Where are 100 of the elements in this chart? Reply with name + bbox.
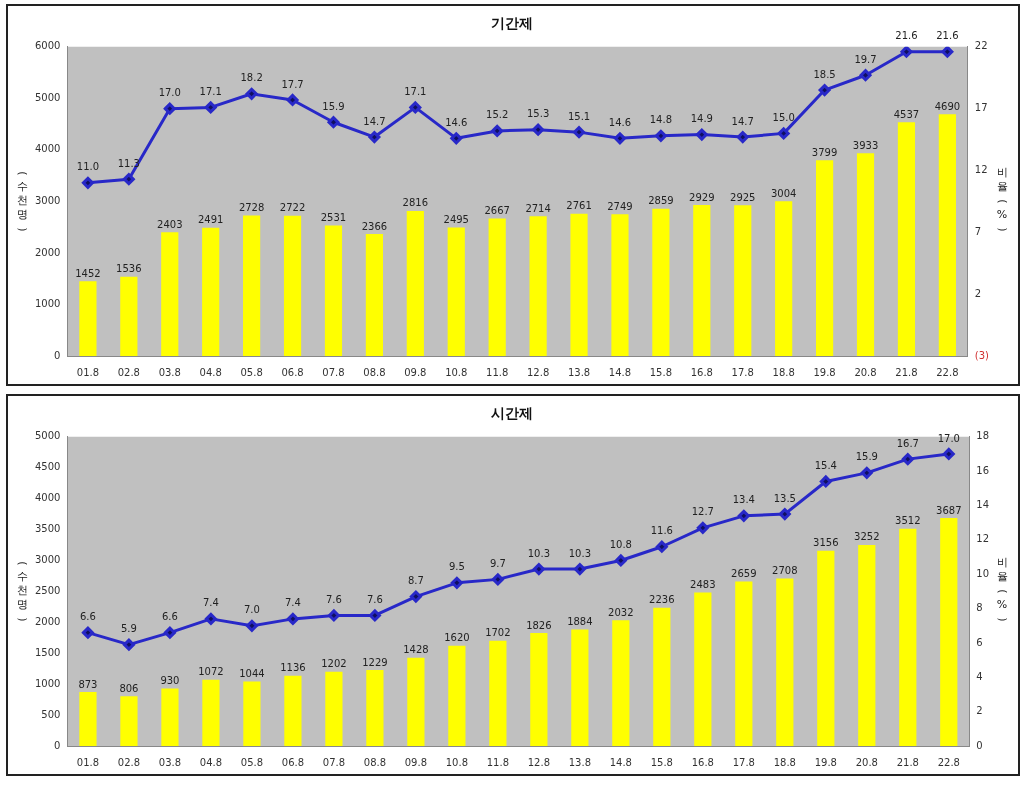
x-tick-label: 07.8 [322, 756, 346, 768]
x-tick-label: 21.8 [895, 366, 918, 378]
x-tick-label: 05.8 [240, 756, 264, 768]
point [122, 638, 135, 651]
bar [202, 227, 220, 356]
data-label: 17.0 [158, 87, 181, 99]
y-tick-label: 5000 [35, 91, 61, 103]
bar [324, 225, 343, 356]
bar [529, 216, 547, 356]
data-label: 4537 [893, 108, 920, 120]
y-tick-label: 3500 [35, 523, 61, 535]
point [327, 609, 340, 622]
x-tick-label: 12.8 [527, 756, 550, 768]
data-label: 10.8 [609, 539, 632, 551]
data-label: 7.6 [325, 594, 342, 606]
point [491, 573, 504, 586]
data-label: 9.5 [448, 561, 465, 573]
y2-tick-label: 8 [976, 602, 983, 614]
y-tick-label: 3000 [35, 554, 61, 566]
y-tick-label: 1500 [35, 646, 61, 658]
data-label: 2032 [608, 606, 634, 618]
bar [776, 578, 794, 746]
bar [571, 629, 589, 746]
data-label: 14.7 [363, 115, 386, 127]
x-tick-label: 11.8 [486, 756, 509, 768]
data-label: 15.9 [322, 100, 345, 112]
x-tick-label: 20.8 [855, 756, 878, 768]
point [819, 475, 832, 488]
bar [899, 528, 917, 746]
x-tick-label: 22.8 [936, 366, 959, 378]
data-label: 14.6 [445, 116, 468, 128]
data-label: 3512 [895, 515, 921, 527]
data-label: 18.5 [813, 68, 836, 80]
bar [734, 205, 752, 356]
data-label: 2366 [361, 220, 388, 232]
y-tick-label: 500 [41, 708, 61, 720]
data-label: 17.7 [281, 78, 304, 90]
point [737, 509, 750, 522]
bar [325, 671, 343, 746]
point [450, 132, 463, 145]
point [204, 101, 217, 114]
data-label: 7.6 [366, 594, 383, 606]
bar [366, 670, 384, 746]
chart-title: 시간제 [491, 405, 533, 422]
data-label: 3687 [936, 504, 962, 516]
point [491, 124, 504, 137]
data-label: 2531 [320, 212, 347, 224]
y2-tick-label: 10 [976, 567, 990, 579]
data-label: 11.6 [650, 525, 673, 537]
bar [120, 696, 138, 746]
x-tick-label: 06.8 [281, 366, 304, 378]
point [818, 84, 831, 97]
bar [693, 205, 711, 356]
x-tick-label: 18.8 [772, 366, 795, 378]
y-tick-label: 5000 [35, 430, 61, 442]
x-tick-label: 14.8 [609, 756, 632, 768]
y2-tick-label: 18 [976, 430, 990, 442]
point [859, 69, 872, 82]
data-label: 10.3 [527, 547, 550, 559]
point [942, 447, 955, 460]
y-tick-label: 2500 [35, 584, 61, 596]
y-tick-label: 0 [54, 739, 61, 751]
x-tick-label: 10.8 [445, 756, 469, 768]
point [777, 127, 790, 140]
data-label: 15.3 [526, 108, 550, 120]
bar [283, 215, 302, 356]
bar [284, 675, 302, 746]
y2-tick-label: 2 [974, 287, 982, 299]
data-label: 14.7 [731, 115, 754, 127]
data-label: 1229 [362, 656, 388, 668]
x-tick-label: 01.8 [76, 366, 100, 378]
x-tick-label: 11.8 [486, 366, 509, 378]
bar [447, 227, 465, 356]
data-label: 1452 [75, 267, 101, 279]
y-tick-label: 6000 [35, 40, 61, 52]
point [286, 93, 299, 106]
x-tick-label: 09.8 [404, 756, 428, 768]
y2-tick-label: 17 [974, 102, 988, 114]
y2-tick-label: 12 [976, 533, 990, 545]
data-label: 2483 [690, 579, 716, 591]
x-tick-label: 16.8 [690, 366, 713, 378]
data-label: 15.2 [486, 109, 509, 121]
data-label: 2403 [157, 218, 183, 230]
x-tick-label: 19.8 [813, 366, 836, 378]
bar [611, 214, 629, 356]
point [286, 612, 299, 625]
point [81, 176, 94, 189]
point [409, 101, 422, 114]
bar [243, 215, 261, 356]
x-tick-label: 20.8 [854, 366, 877, 378]
y2-tick-label: 2 [976, 705, 983, 717]
bar [79, 692, 97, 746]
point [163, 626, 176, 639]
x-tick-label: 04.8 [199, 366, 222, 378]
y2-axis-title: 비율(%) [996, 556, 1010, 622]
data-label: 14.8 [649, 114, 673, 126]
point [900, 46, 913, 58]
data-label: 17.1 [199, 86, 222, 97]
point [81, 626, 94, 639]
point [122, 173, 135, 186]
